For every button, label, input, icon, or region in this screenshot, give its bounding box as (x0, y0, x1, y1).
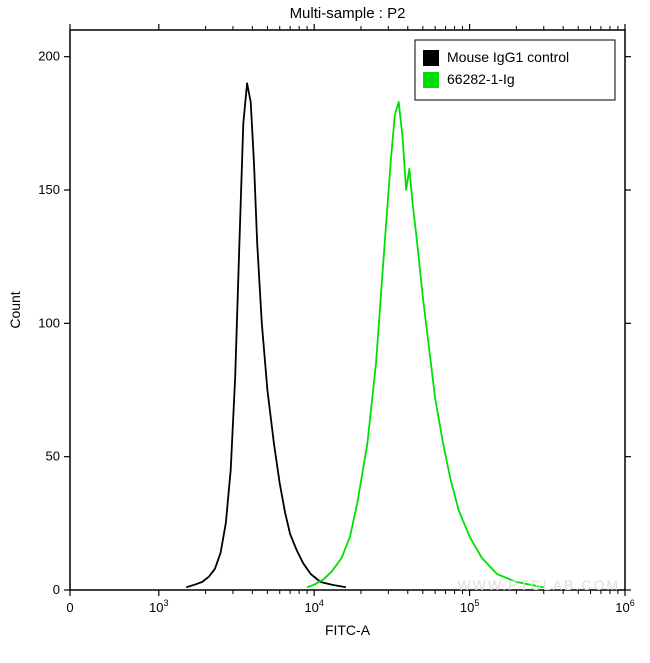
svg-text:104: 104 (304, 598, 323, 615)
svg-text:200: 200 (38, 49, 60, 64)
svg-text:Mouse IgG1 control: Mouse IgG1 control (447, 49, 569, 65)
chart-container: 0 50 100 150 200 0 103 104 105 106 Multi-sample : … (0, 0, 650, 663)
svg-text:Count: Count (7, 291, 23, 328)
svg-text:Multi-sample : P2: Multi-sample : P2 (290, 5, 406, 22)
svg-text:0: 0 (53, 582, 60, 597)
flow-cytometry-chart: 0 50 100 150 200 0 103 104 105 106 Multi-sample : … (0, 0, 650, 663)
svg-text:66282-1-Ig: 66282-1-Ig (447, 71, 515, 87)
watermark: WWW.PTGLAB.COM (457, 577, 620, 593)
svg-text:100: 100 (38, 315, 60, 330)
svg-text:50: 50 (46, 449, 60, 464)
svg-text:0: 0 (66, 600, 73, 615)
svg-text:FITC-A: FITC-A (325, 622, 371, 638)
svg-text:150: 150 (38, 182, 60, 197)
svg-text:103: 103 (149, 598, 168, 615)
svg-text:105: 105 (460, 598, 479, 615)
svg-text:106: 106 (615, 598, 634, 615)
